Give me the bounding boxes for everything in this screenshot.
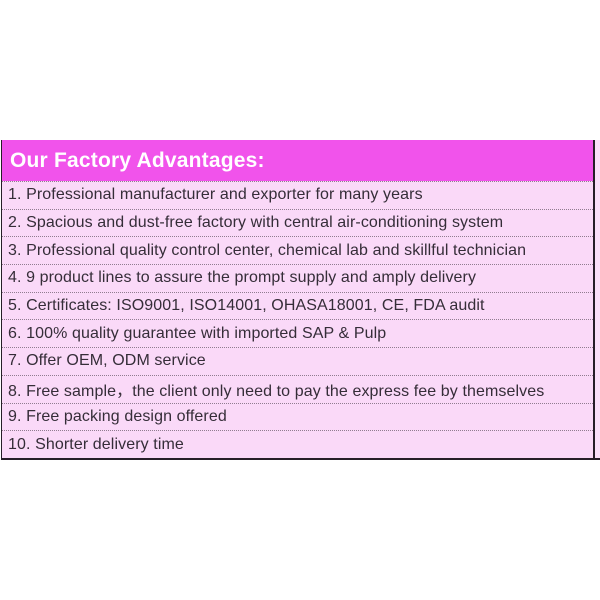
table-row: 6. 100% quality guarantee with imported … (2, 319, 593, 348)
table-row: 9. Free packing design offered (2, 402, 593, 431)
row-text: 7. Offer OEM, ODM service (8, 352, 206, 370)
row-text: 3. Professional quality control center, … (8, 241, 527, 259)
row-text: 10. Shorter delivery time (8, 435, 184, 453)
row-text: 2. Spacious and dust-free factory with c… (8, 214, 504, 232)
table-row: 2. Spacious and dust-free factory with c… (2, 208, 593, 237)
row-text: 8. Free sample，the client only need to p… (8, 383, 545, 401)
row-text: 6. 100% quality guarantee with imported … (8, 324, 387, 342)
advantages-table: Our Factory Advantages: 1. Professional … (1, 140, 600, 460)
row-text: 1. Professional manufacturer and exporte… (8, 186, 423, 204)
table-row: 4. 9 product lines to assure the prompt … (2, 264, 593, 292)
table-row: 3. Professional quality control center, … (2, 236, 593, 265)
table-title: Our Factory Advantages: (10, 148, 265, 172)
row-text: 4. 9 product lines to assure the prompt … (8, 269, 477, 287)
row-text: 9. Free packing design offered (8, 407, 227, 425)
right-edge-strip (595, 140, 600, 458)
row-text: 5. Certificates: ISO9001, ISO14001, OHAS… (8, 297, 485, 315)
table-row: 7. Offer OEM, ODM service (2, 347, 593, 375)
table-row: 5. Certificates: ISO9001, ISO14001, OHAS… (2, 291, 593, 320)
table-row: 10. Shorter delivery time (2, 430, 593, 458)
table-header: Our Factory Advantages: (2, 140, 593, 181)
table-rows: 1. Professional manufacturer and exporte… (2, 181, 593, 458)
table-row: 1. Professional manufacturer and exporte… (2, 181, 593, 209)
table-row: 8. Free sample，the client only need to p… (2, 374, 593, 403)
advantages-table-main: Our Factory Advantages: 1. Professional … (1, 140, 595, 458)
